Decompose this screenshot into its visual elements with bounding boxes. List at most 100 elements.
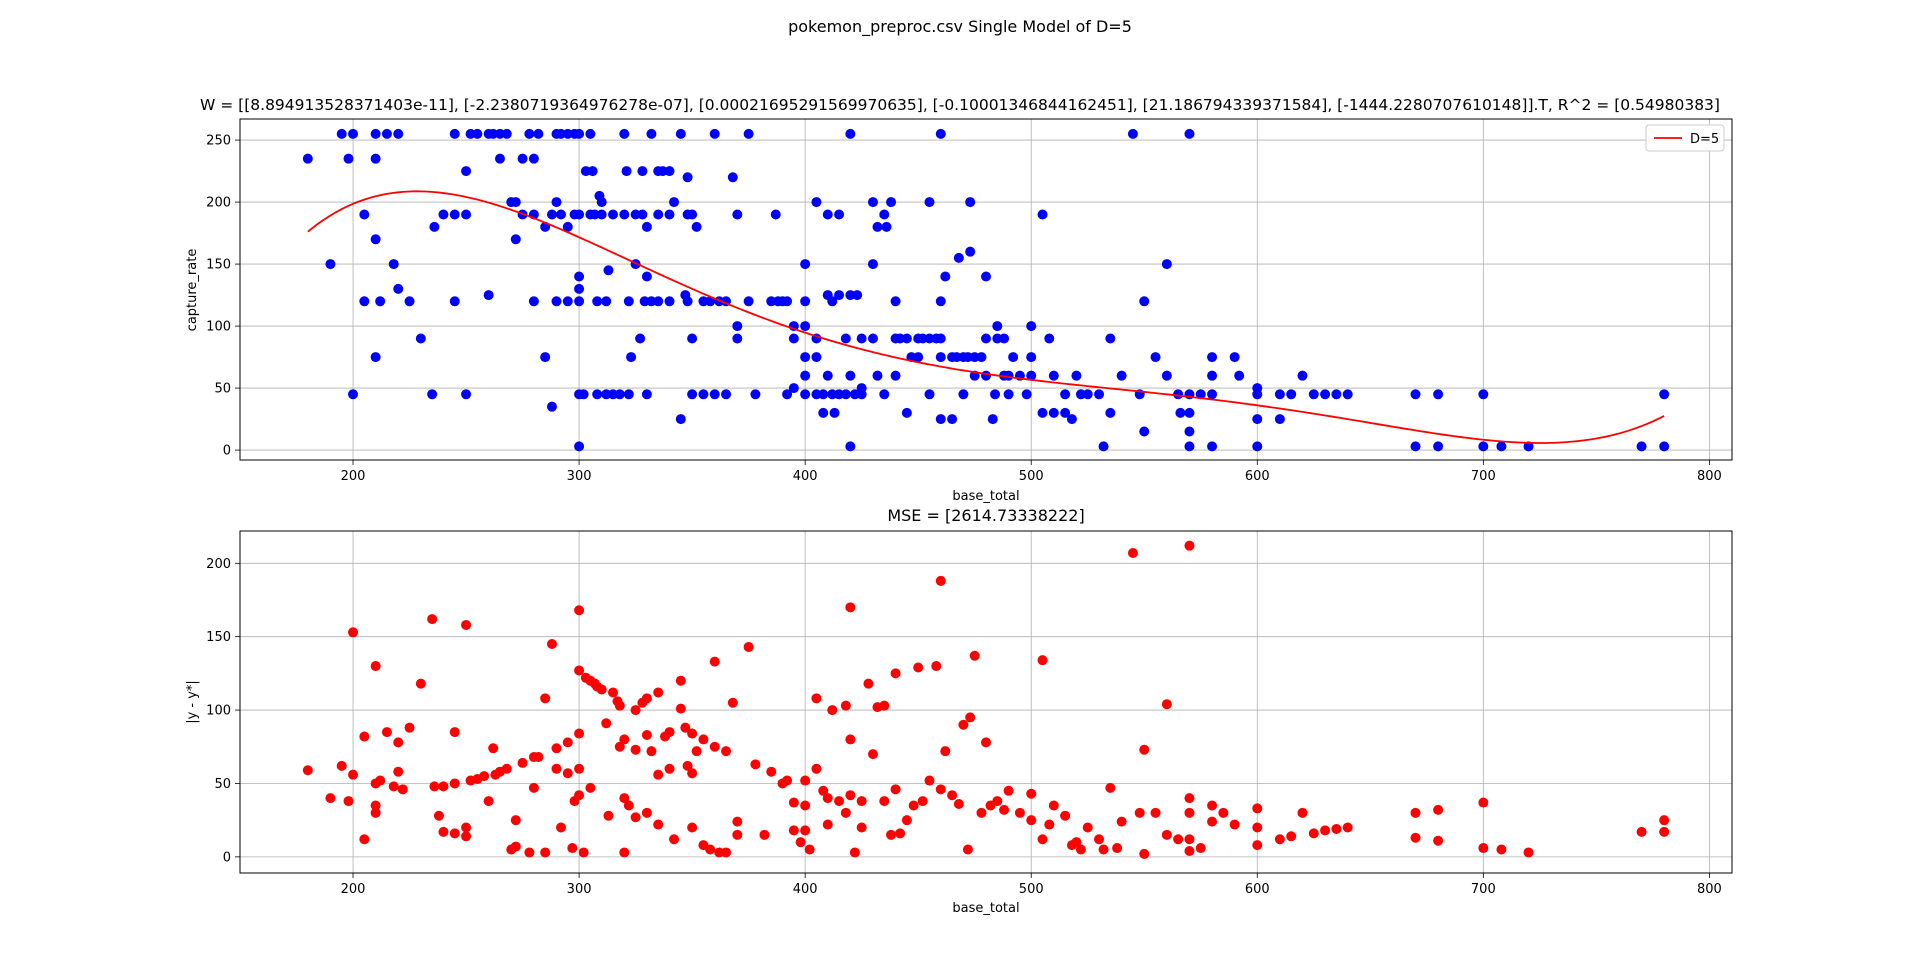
fit-panel-point [510, 234, 521, 245]
fit-panel-point [302, 153, 313, 164]
residual-panel-point [675, 675, 686, 686]
fit-panel-point [834, 209, 845, 220]
fit-panel-point [343, 153, 354, 164]
residual-panel-point [1659, 815, 1670, 826]
fit-panel-point [1433, 441, 1444, 452]
residual-panel-point [370, 807, 381, 818]
residual-panel-point [669, 834, 680, 845]
fit-panel-xtick-label: 300 [567, 469, 592, 484]
residual-panel-ytick-label: 50 [214, 777, 231, 792]
residual-panel-point [501, 763, 512, 774]
fit-panel-xtick-label: 600 [1245, 469, 1270, 484]
fit-panel-point [1127, 128, 1138, 139]
residual-panel-point [479, 771, 490, 782]
fit-panel-point [800, 296, 811, 307]
residual-panel-point [653, 687, 664, 698]
fit-panel-point [1037, 407, 1048, 418]
fit-panel-point [641, 389, 652, 400]
fit-panel-point [592, 389, 603, 400]
fit-panel-point [879, 209, 890, 220]
residual-panel-point [687, 768, 698, 779]
residual-panel-ticks: 200 300 400 500 600 700 800 0 50 100 150 200 [206, 557, 1722, 897]
fit-panel-point [856, 333, 867, 344]
fit-panel-point [872, 370, 883, 381]
fit-panel-point [1026, 370, 1037, 381]
residual-panel-point [449, 828, 460, 839]
residual-panel-point [1161, 829, 1172, 840]
residual-panel-point [1410, 807, 1421, 818]
residual-panel-point [886, 829, 897, 840]
residual-panel-point [1150, 807, 1161, 818]
residual-panel-point [981, 737, 991, 748]
fit-panel: W = [[8.894913528371403e-11], [-2.238071… [185, 96, 1733, 504]
residual-panel-point [992, 796, 1003, 807]
fit-panel-point [800, 389, 811, 400]
fit-panel-point [1207, 352, 1218, 363]
residual-panel-point [687, 728, 698, 739]
fit-panel-point [829, 407, 840, 418]
residual-panel-point [1523, 847, 1534, 858]
residual-panel-point [691, 746, 702, 757]
fit-panel-point [691, 221, 702, 232]
legend-label: D=5 [1690, 132, 1719, 147]
residual-panel-point [709, 741, 720, 752]
residual-panel-point [1184, 540, 1195, 551]
fit-panel-title: W = [[8.894913528371403e-11], [-2.238071… [200, 96, 1720, 114]
fit-panel-point [641, 221, 652, 232]
fit-panel-point [827, 296, 838, 307]
residual-panel-point [653, 819, 664, 830]
fit-panel-point [743, 128, 754, 139]
fit-panel-point [510, 197, 521, 208]
residual-panel-point [976, 807, 987, 818]
residual-panel-point [1433, 804, 1444, 815]
fit-panel-point [687, 209, 698, 220]
fit-panel-point [619, 128, 630, 139]
residual-panel-point [302, 765, 313, 776]
fit-panel-point [1008, 352, 1019, 363]
residual-panel-point [1139, 744, 1150, 755]
residual-panel-point [596, 684, 607, 695]
residual-panel-point [822, 819, 833, 830]
residual-panel-point [562, 737, 573, 748]
fit-panel-point [449, 128, 460, 139]
fit-panel-point [935, 128, 946, 139]
residual-panel-point [381, 727, 392, 738]
residual-panel-point [958, 719, 969, 730]
residual-panel-point [1184, 834, 1195, 845]
residual-panel-xtick-label: 300 [567, 882, 592, 897]
residual-panel-point [388, 781, 399, 792]
residual-panel-point [461, 619, 472, 630]
fit-panel-point [1026, 321, 1037, 332]
residual-panel-point [630, 705, 641, 716]
fit-panel-point [1139, 426, 1150, 437]
fit-panel-point [614, 389, 625, 400]
residual-panel-point [1082, 822, 1093, 833]
fit-panel-point [999, 333, 1010, 344]
fit-panel-point [992, 321, 1003, 332]
fit-panel-point [370, 352, 381, 363]
residual-panel-point [965, 712, 976, 723]
fit-panel-point [981, 370, 991, 381]
fit-panel-point [574, 441, 585, 452]
residual-panel-point [1410, 832, 1421, 843]
residual-panel-point [709, 656, 720, 667]
residual-panel-ylabel: |y - y*| [185, 680, 200, 724]
fit-panel-point [664, 209, 675, 220]
residual-panel-point [1252, 840, 1263, 851]
fit-panel-point [449, 296, 460, 307]
fit-panel-point [879, 389, 890, 400]
fit-panel-point [381, 128, 392, 139]
fit-panel-point [800, 352, 811, 363]
residual-panel-point [1048, 800, 1059, 811]
residual-panel-point [935, 575, 946, 586]
residual-panel-point [336, 760, 347, 771]
fit-panel-xtick-label: 500 [1019, 469, 1044, 484]
residual-panel-point [461, 831, 472, 842]
residual-panel-point [1037, 834, 1048, 845]
residual-panel-xtick-label: 600 [1245, 882, 1270, 897]
fit-panel-point [653, 296, 664, 307]
residual-panel-point [483, 796, 494, 807]
fit-panel-point [935, 333, 946, 344]
fit-panel-point [840, 389, 851, 400]
fit-panel-point [429, 221, 440, 232]
